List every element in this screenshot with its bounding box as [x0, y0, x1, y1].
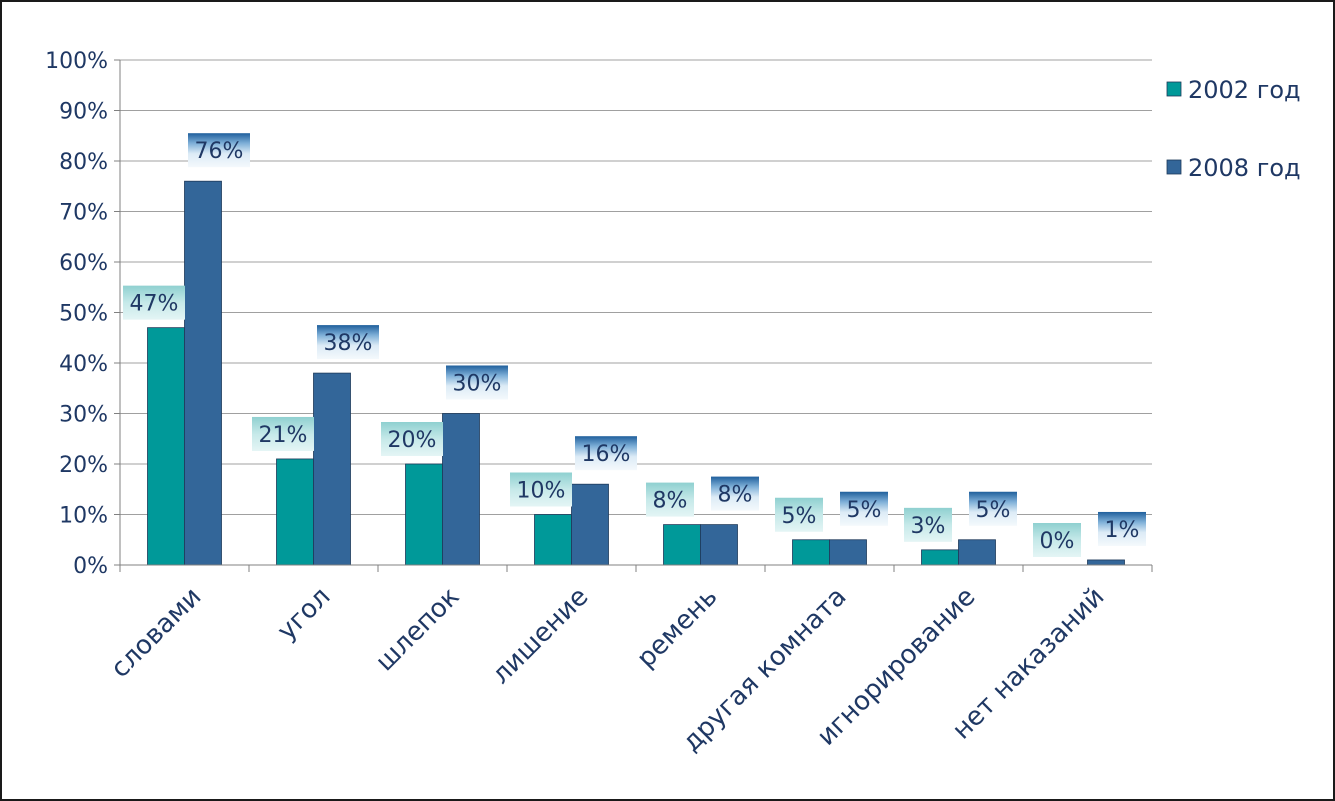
bar-2008: [571, 483, 609, 566]
y-tick-label: 30%: [59, 403, 108, 428]
data-label-box: [317, 325, 379, 360]
data-label-box: [904, 507, 952, 542]
bar-2002: [147, 327, 185, 566]
data-label: 8%: [718, 483, 753, 508]
data-label-box: [840, 491, 888, 526]
y-tick-label: 40%: [59, 352, 108, 377]
bar-2008: [958, 539, 996, 566]
data-label-box: [1033, 523, 1081, 557]
bar-2002: [534, 514, 572, 566]
y-tick-label: 90%: [59, 100, 108, 125]
y-tick-label: 10%: [59, 504, 108, 529]
y-tick-label: 0%: [73, 554, 108, 579]
data-label: 38%: [324, 331, 373, 356]
y-tick-label: 100%: [45, 49, 108, 74]
data-label: 1%: [1105, 518, 1140, 543]
data-label-box: [123, 285, 185, 320]
bars: [147, 180, 1125, 566]
x-category-label: угол: [272, 582, 337, 647]
y-tick-label: 80%: [59, 150, 108, 175]
data-label-box: [252, 416, 314, 451]
y-tick-label: 50%: [59, 302, 108, 327]
legend-label: 2002 год: [1188, 76, 1301, 104]
data-label-box: [969, 491, 1017, 526]
data-label: 5%: [847, 498, 882, 523]
data-label-box: [646, 482, 694, 517]
data-label-box: [510, 472, 572, 507]
bar-2008: [313, 372, 351, 566]
data-label: 8%: [653, 489, 688, 514]
data-label-box: [446, 365, 508, 400]
data-labels: 47% 21% 20% 10% 8% 5% 3% 0% 76% 38% 30% 16% 8% 5% 5% 1%: [123, 133, 1146, 557]
data-label: 10%: [517, 479, 566, 504]
bar-2008: [1087, 559, 1125, 566]
x-category-label: лишение: [486, 582, 594, 690]
data-label: 76%: [195, 139, 244, 164]
data-label-box: [775, 497, 823, 532]
legend: 2002 год 2008 год: [1166, 76, 1301, 182]
y-tick-label: 20%: [59, 453, 108, 478]
data-label: 5%: [976, 498, 1011, 523]
x-category-label: ремень: [631, 582, 723, 674]
data-label: 47%: [130, 292, 179, 317]
bar-2002: [663, 524, 701, 566]
data-label: 5%: [782, 504, 817, 529]
bar-2008: [442, 413, 480, 566]
legend-label: 2008 год: [1188, 154, 1301, 182]
data-label: 16%: [582, 442, 631, 467]
legend-swatch: [1166, 81, 1182, 97]
bar-2008: [829, 539, 867, 566]
data-label-box: [711, 476, 759, 511]
data-label-box: [575, 436, 637, 471]
data-label: 0%: [1040, 529, 1075, 554]
data-label: 30%: [453, 372, 502, 397]
bar-2008: [184, 180, 222, 566]
x-category-label: словами: [105, 582, 207, 684]
y-tick-label: 70%: [59, 201, 108, 226]
data-label: 20%: [388, 428, 437, 453]
data-label-box: [188, 133, 250, 168]
bar-2002: [921, 549, 959, 566]
data-label-box: [1098, 511, 1146, 546]
bar-2002: [792, 539, 830, 566]
y-axis-ticks: 0% 10% 20% 30% 40% 50% 60% 70% 80% 90% 100%: [45, 49, 120, 579]
bar-2008: [700, 524, 738, 566]
bar-2002: [276, 458, 314, 566]
bar-2002: [405, 463, 443, 566]
legend-swatch: [1166, 159, 1182, 175]
data-label-box: [381, 422, 443, 456]
gridlines: [120, 59, 1152, 515]
data-label: 3%: [911, 514, 946, 539]
x-category-label: шлепок: [370, 582, 465, 677]
data-label: 21%: [259, 423, 308, 448]
y-tick-label: 60%: [59, 251, 108, 276]
